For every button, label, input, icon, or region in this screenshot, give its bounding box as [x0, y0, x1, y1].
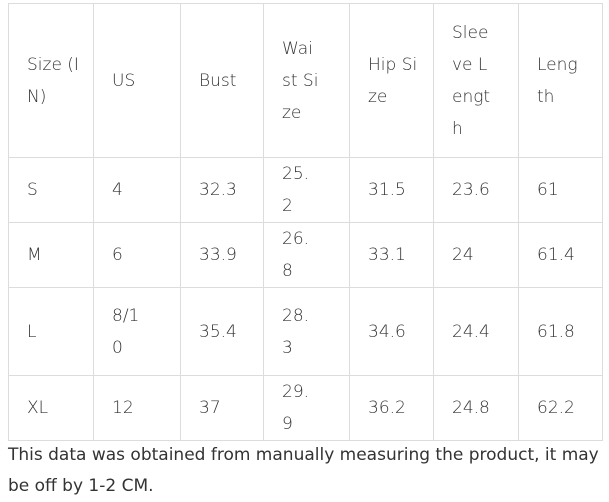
cell-text: 33.1: [368, 245, 406, 265]
table-cell: 24.4: [433, 287, 519, 376]
table-cell: 24.8: [433, 375, 519, 441]
cell-text: US: [112, 70, 136, 91]
cell-text: Length: [537, 54, 578, 107]
table-cell: 33.1: [349, 222, 434, 288]
page: Size (IN) US Bust Waist Size Hip Size Sleeve …: [8, 3, 603, 496]
header-cell: Sleeve Length: [433, 3, 519, 158]
table-cell: 6: [93, 222, 181, 288]
header-cell: Waist Size: [263, 3, 350, 158]
cell-text: 24.8: [452, 398, 490, 418]
cell-text: Hip Size: [368, 54, 418, 107]
header-cell: Hip Size: [349, 3, 434, 158]
table-cell: 23.6: [433, 157, 519, 223]
table-cell: 61.8: [518, 287, 603, 376]
table-cell: XL: [8, 375, 94, 441]
size-table: Size (IN) US Bust Waist Size Hip Size Sleeve …: [8, 3, 603, 441]
cell-text: 29.9: [282, 382, 310, 434]
header-cell: US: [93, 3, 181, 158]
table-cell: 32.3: [180, 157, 264, 223]
table-cell: L: [8, 287, 94, 376]
cell-text: 62.2: [537, 398, 575, 418]
cell-text: 26.8: [282, 229, 310, 281]
cell-text: 4: [112, 180, 123, 200]
table-body: Size (IN) US Bust Waist Size Hip Size Sleeve …: [8, 3, 603, 441]
cell-text: L: [27, 321, 37, 342]
cell-text: 36.2: [368, 398, 406, 418]
cell-text: 24.4: [452, 321, 490, 342]
cell-text: 6: [112, 245, 123, 265]
table-cell: 4: [93, 157, 181, 223]
cell-text: 33.9: [199, 245, 237, 265]
cell-text: 35.4: [199, 321, 237, 342]
table-cell: 8/10: [93, 287, 181, 376]
cell-text: Waist Size: [282, 38, 319, 123]
cell-text: Sleeve Length: [452, 22, 491, 139]
cell-text: 28.3: [282, 305, 310, 358]
table-row: XL 12 37 29.9 36.2 24.8 62.2: [8, 375, 603, 441]
cell-text: XL: [27, 398, 49, 418]
table-cell: 24: [433, 222, 519, 288]
cell-text: 34.6: [368, 321, 406, 342]
table-row: M 6 33.9 26.8 33.1 24 61.4: [8, 222, 603, 288]
table-cell: 33.9: [180, 222, 264, 288]
cell-text: 8/10: [112, 305, 140, 358]
header-cell: Size (IN): [8, 3, 94, 158]
cell-text: M: [27, 245, 42, 265]
table-cell: 26.8: [263, 222, 350, 288]
size-chart: Size (IN) US Bust Waist Size Hip Size Sleeve …: [8, 3, 603, 441]
table-row: L 8/10 35.4 28.3 34.6 24.4 61.8: [8, 287, 603, 376]
cell-text: 37: [199, 398, 221, 418]
table-cell: 61.4: [518, 222, 603, 288]
table-cell: 62.2: [518, 375, 603, 441]
table-cell: 37: [180, 375, 264, 441]
cell-text: 61: [537, 180, 559, 200]
table-cell: 28.3: [263, 287, 350, 376]
cell-text: 25.2: [282, 164, 310, 216]
table-row: S 4 32.3 25.2 31.5 23.6 61: [8, 157, 603, 223]
header-cell: Length: [518, 3, 603, 158]
note: This data was obtained from manually mea…: [8, 445, 599, 496]
table-cell: 29.9: [263, 375, 350, 441]
table-cell: S: [8, 157, 94, 223]
cell-text: 24: [452, 245, 474, 265]
cell-text: Size (IN): [27, 54, 79, 107]
cell-text: S: [27, 180, 38, 200]
table-cell: 31.5: [349, 157, 434, 223]
table-cell: 61: [518, 157, 603, 223]
table-cell: 12: [93, 375, 181, 441]
header-cell: Bust: [180, 3, 264, 158]
table-cell: M: [8, 222, 94, 288]
cell-text: 12: [112, 398, 134, 418]
table-cell: 36.2: [349, 375, 434, 441]
cell-text: 61.8: [537, 321, 575, 342]
cell-text: 61.4: [537, 245, 575, 265]
table-cell: 25.2: [263, 157, 350, 223]
cell-text: Bust: [199, 70, 237, 91]
table-cell: 35.4: [180, 287, 264, 376]
table-cell: 34.6: [349, 287, 434, 376]
table-row: Size (IN) US Bust Waist Size Hip Size Sleeve …: [8, 3, 603, 158]
cell-text: 23.6: [452, 180, 490, 200]
cell-text: 31.5: [368, 180, 406, 200]
cell-text: 32.3: [199, 180, 237, 200]
